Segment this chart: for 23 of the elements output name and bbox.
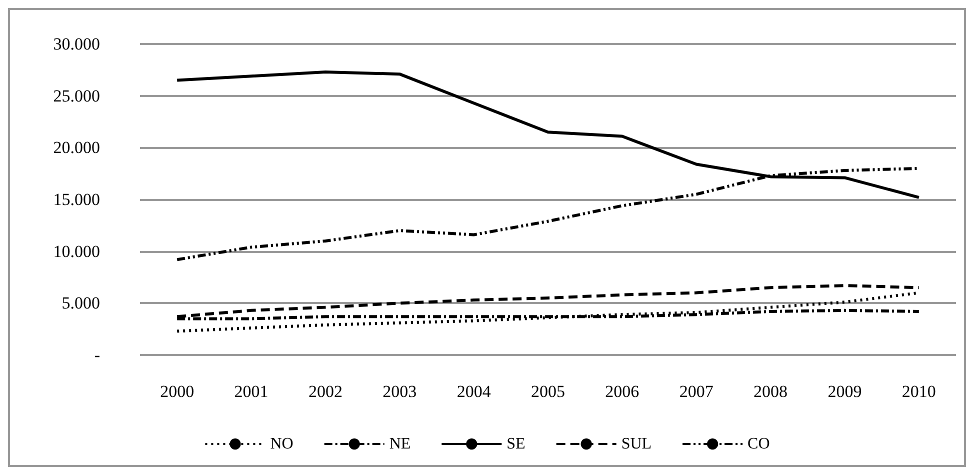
x-tick-label: 2009 [828,382,862,401]
legend-label: SE [506,436,526,452]
x-tick-label: 2005 [531,382,565,401]
x-tick-label: 2001 [234,382,268,401]
x-tick-label: 2004 [456,382,492,401]
legend-label: NE [389,436,411,452]
legend-label: NO [270,436,294,452]
x-tick-label: 2003 [382,382,417,401]
y-tick-label: 20.000 [53,138,100,158]
y-tick-label: 25.000 [53,86,100,106]
y-tick-label: 30.000 [53,34,100,54]
y-tick-label: - [94,346,100,364]
legend-label: CO [748,436,770,452]
y-tick-label: 10.000 [53,242,100,261]
legend-label: SUL [621,436,652,452]
y-tick-label: 5.000 [62,294,100,313]
x-tick-label: 2010 [902,382,936,401]
y-tick-label: 15.000 [53,190,100,209]
x-tick-label: 2008 [754,382,788,401]
x-tick-label: 2007 [679,382,714,401]
x-tick-label: 2000 [160,382,194,401]
x-tick-label: 2002 [308,382,342,401]
x-tick-label: 2006 [605,382,640,401]
